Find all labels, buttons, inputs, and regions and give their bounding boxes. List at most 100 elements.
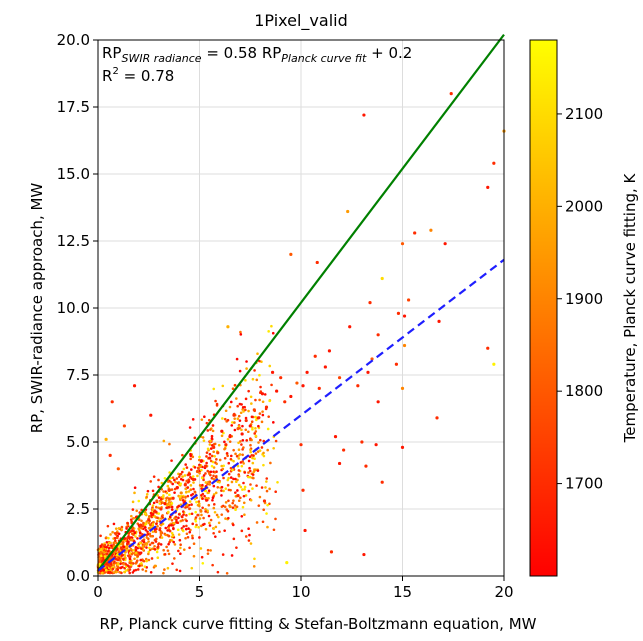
scatter-point [184,487,188,491]
scatter-point [188,426,192,429]
scatter-point [159,507,163,511]
scatter-point [103,555,107,558]
scatter-point [492,161,496,165]
scatter-point [132,569,136,572]
scatter-point [251,428,254,431]
scatter-point [244,397,248,401]
scatter-point [252,408,256,412]
scatter-point [201,483,204,487]
scatter-point [225,571,229,575]
scatter-point [97,559,101,562]
scatter-point [193,466,197,469]
scatter-point [228,435,232,439]
scatter-point [249,483,252,486]
scatter-point [185,514,188,517]
scatter-point [184,463,187,466]
scatter-point [128,571,131,575]
scatter-point [242,481,245,485]
scatter-point [206,548,210,552]
scatter-point [261,520,265,524]
scatter-point [120,525,124,529]
scatter-point [182,525,185,528]
scatter-point [131,508,135,511]
scatter-point [251,476,254,480]
scatter-point [256,469,260,472]
scatter-point [437,319,441,323]
y-tick-label: 2.5 [66,500,90,518]
scatter-point [449,92,453,96]
scatter-point [254,415,257,419]
scatter-point [242,446,245,449]
scatter-point [195,500,198,504]
scatter-point [145,536,149,539]
scatter-point [190,566,194,570]
scatter-point [157,512,161,515]
scatter-point [254,434,258,438]
scatter-point [266,503,269,507]
scatter-point [231,501,235,505]
scatter-point [203,494,206,498]
scatter-point [214,475,218,479]
scatter-point [200,524,203,528]
scatter-point [173,491,176,494]
scatter-point [207,418,211,422]
scatter-point [135,559,139,562]
scatter-point [197,500,201,503]
scatter-point [205,461,208,465]
scatter-point [175,568,179,572]
scatter-point [200,418,204,421]
scatter-point [285,561,289,565]
scatter-point [168,493,171,497]
scatter-point [176,528,180,532]
scatter-point [266,525,269,529]
scatter-point [175,477,179,480]
scatter-point [244,428,248,432]
scatter-point [161,495,165,498]
scatter-point [191,475,195,478]
scatter-point [224,501,228,504]
scatter-point [147,550,151,554]
scatter-point [132,384,137,388]
scatter-point [173,478,176,482]
scatter-point [130,514,133,518]
y-tick-label: 17.5 [57,98,90,116]
scatter-point [257,441,260,444]
scatter-point [376,333,380,337]
scatter-point [258,398,261,402]
scatter-point [239,496,242,500]
scatter-point [211,563,214,567]
scatter-point [116,566,120,569]
scatter-point [204,507,207,511]
scatter-point [148,532,152,536]
scatter-point [443,242,447,246]
scatter-point [107,546,111,550]
scatter-point [226,454,229,458]
scatter-point [167,542,170,546]
rp-label: RP [102,44,121,62]
scatter-point [210,437,214,440]
scatter-point [260,360,263,364]
scatter-point [209,459,213,463]
equation-line: RPSWIR radiance = 0.58 RPPlanck curve fi… [102,44,412,65]
scatter-point [313,354,317,358]
scatter-point [196,474,199,478]
scatter-point [247,471,250,474]
scatter-point [191,536,194,540]
scatter-point [183,474,187,477]
scatter-point [102,550,106,554]
scatter-point [234,491,237,494]
scatter-point [185,479,188,483]
scatter-point [276,480,279,484]
scatter-point [244,416,248,420]
scatter-point [114,539,117,543]
scatter-point [247,527,250,530]
scatter-point [106,543,110,547]
scatter-point [406,298,411,302]
scatter-point [142,538,146,542]
scatter-point [133,531,137,535]
scatter-point [212,387,216,391]
scatter-point [249,443,252,447]
scatter-point [220,434,224,438]
scatter-point [191,492,195,496]
